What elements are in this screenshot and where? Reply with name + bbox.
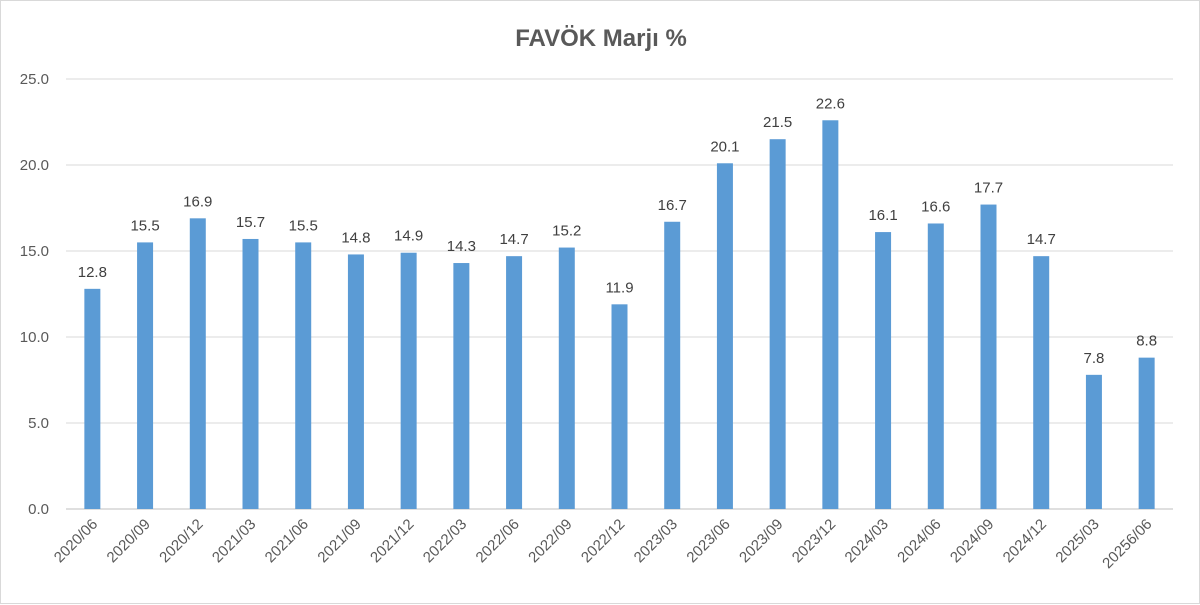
data-label: 16.1 [868, 207, 897, 224]
data-label: 14.7 [499, 231, 528, 248]
y-tick-label: 25.0 [20, 71, 49, 88]
x-tick-label: 2025/03 [1052, 516, 1102, 566]
bar [189, 218, 206, 509]
y-tick-label: 20.0 [20, 157, 49, 174]
bar [875, 232, 892, 509]
bar [927, 223, 944, 510]
x-tick-label: 2023/09 [736, 516, 786, 566]
data-label: 15.2 [552, 223, 581, 240]
bar [822, 120, 839, 509]
x-tick-label: 2024/03 [842, 516, 892, 566]
y-axis-tick-labels: 0.0 5.0 10.0 15.0 20.0 25.0 [20, 71, 49, 518]
bar [453, 263, 470, 509]
bar [716, 163, 733, 509]
data-label: 14.3 [447, 238, 476, 255]
data-label: 8.8 [1136, 333, 1157, 350]
bar [347, 254, 364, 509]
x-tick-label: 2022/12 [578, 516, 628, 566]
bar [611, 304, 628, 509]
bar [1033, 256, 1050, 509]
x-tick-label: 2023/06 [683, 516, 733, 566]
x-tick-label: 2024/12 [1000, 516, 1050, 566]
data-label: 14.9 [394, 228, 423, 245]
x-tick-label: 2024/06 [894, 516, 944, 566]
bar [242, 238, 259, 509]
x-tick-label: 2022/09 [525, 516, 575, 566]
data-label: 15.7 [236, 214, 265, 231]
bar [1138, 357, 1155, 509]
y-tick-label: 15.0 [20, 243, 49, 260]
y-tick-label: 5.0 [28, 415, 49, 432]
x-tick-label: 2021/12 [367, 516, 417, 566]
bar [84, 288, 101, 509]
x-tick-label: 2022/06 [473, 516, 523, 566]
bar [506, 256, 523, 509]
data-label: 16.6 [921, 198, 950, 215]
bars [84, 120, 1155, 510]
data-labels: 12.8 15.5 16.9 15.7 15.5 14.8 14.9 14.3 14.7 15.2… [78, 95, 1157, 367]
x-tick-label: 2024/09 [947, 516, 997, 566]
data-label: 14.8 [341, 229, 370, 246]
bar [400, 252, 417, 509]
y-tick-label: 10.0 [20, 329, 49, 346]
data-label: 11.9 [605, 279, 633, 296]
bar [980, 204, 997, 509]
x-tick-label: 2020/12 [156, 516, 206, 566]
x-axis-tick-labels: 2020/06 2020/09 2020/12 2021/03 2021/06 2021/… [51, 516, 1156, 572]
data-label: 21.5 [763, 114, 792, 131]
data-label: 17.7 [974, 180, 1003, 197]
x-tick-label: 2021/06 [262, 516, 312, 566]
bar [1085, 374, 1102, 509]
bar [558, 247, 575, 509]
data-label: 12.8 [78, 264, 107, 281]
x-tick-label: 2022/03 [420, 516, 470, 566]
data-label: 22.6 [816, 95, 845, 112]
x-tick-label: 2020/06 [51, 516, 101, 566]
chart-title: FAVÖK Marjı % [515, 25, 687, 52]
data-label: 15.5 [130, 217, 159, 234]
data-label: 14.7 [1027, 231, 1056, 248]
y-tick-label: 0.0 [28, 501, 49, 518]
x-tick-label: 2021/09 [314, 516, 364, 566]
x-tick-label: 20256/06 [1099, 516, 1155, 572]
bar [137, 242, 154, 509]
data-label: 15.5 [289, 217, 318, 234]
data-label: 16.7 [658, 197, 687, 214]
data-label: 20.1 [710, 138, 739, 155]
x-tick-label: 2023/12 [789, 516, 839, 566]
bar [295, 242, 312, 509]
bar [769, 139, 786, 509]
x-tick-label: 2020/09 [104, 516, 154, 566]
x-tick-label: 2021/03 [209, 516, 259, 566]
data-label: 16.9 [183, 193, 212, 210]
bar [664, 221, 681, 509]
x-tick-label: 2023/03 [631, 516, 681, 566]
data-label: 7.8 [1083, 350, 1104, 367]
